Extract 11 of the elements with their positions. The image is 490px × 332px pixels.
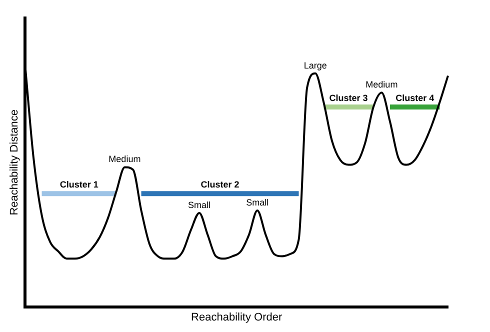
series-label: Cluster 2 bbox=[200, 180, 240, 190]
series-label: Cluster 3 bbox=[329, 93, 368, 104]
annotation: Small bbox=[188, 200, 211, 210]
x-axis-title: Reachability Order bbox=[191, 311, 282, 324]
annotation: Medium bbox=[366, 80, 398, 90]
y-axis-title: Reachability Distance bbox=[8, 110, 21, 216]
series-label: Cluster 1 bbox=[60, 180, 98, 190]
annotation: Small bbox=[246, 198, 269, 208]
annotation: Medium bbox=[108, 154, 141, 164]
series-label: Cluster 4 bbox=[396, 93, 434, 104]
annotation: Large bbox=[304, 60, 327, 70]
